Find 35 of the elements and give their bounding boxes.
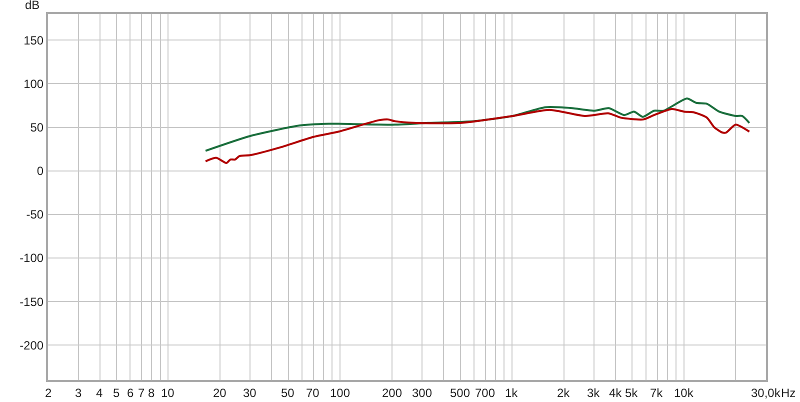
x-tick-label: 7 [138, 386, 145, 400]
x-tick-label: 700 [475, 386, 496, 400]
x-tick-label: 5k [625, 386, 639, 400]
x-tick-label: 3k [587, 386, 601, 400]
x-tick-label: 8 [148, 386, 155, 400]
y-tick-label: -150 [20, 294, 44, 309]
x-tick-label: 6 [127, 386, 134, 400]
x-tick-label: 200 [382, 386, 402, 400]
x-tick-label: 70 [306, 386, 320, 400]
x-tick-label: 4 [96, 386, 103, 400]
y-tick-label: -50 [26, 208, 44, 222]
x-tick-label: 3 [75, 386, 82, 400]
y-axis-title: dB [25, 0, 40, 12]
y-tick-label: 150 [24, 33, 44, 48]
x-tick-label: 2 [45, 386, 52, 400]
x-tick-label: 10 [161, 386, 175, 400]
x-tick-label: 20 [213, 386, 227, 400]
x-tick-label: 500 [450, 386, 470, 400]
x-tick-label: 30 [243, 386, 257, 400]
x-tick-label: 7k [650, 386, 664, 400]
x-tick-label: 10k [674, 386, 694, 400]
x-tick-label: 2k [557, 386, 571, 400]
x-tick-label: 4k [609, 386, 623, 400]
y-tick-label: -100 [20, 251, 44, 266]
x-tick-label: 50 [281, 386, 295, 400]
y-tick-label: 100 [24, 76, 44, 91]
y-tick-label: -200 [20, 338, 44, 352]
x-axis-title: Hz [781, 386, 796, 400]
x-tick-label: 300 [412, 386, 432, 400]
x-tick-label: 1k [505, 386, 519, 400]
x-tick-label: 30,0k [751, 386, 782, 400]
x-tick-label: 100 [330, 386, 350, 400]
x-tick-label: 5 [113, 386, 120, 400]
y-tick-label: 0 [36, 164, 44, 178]
y-tick-label: 50 [30, 120, 44, 134]
